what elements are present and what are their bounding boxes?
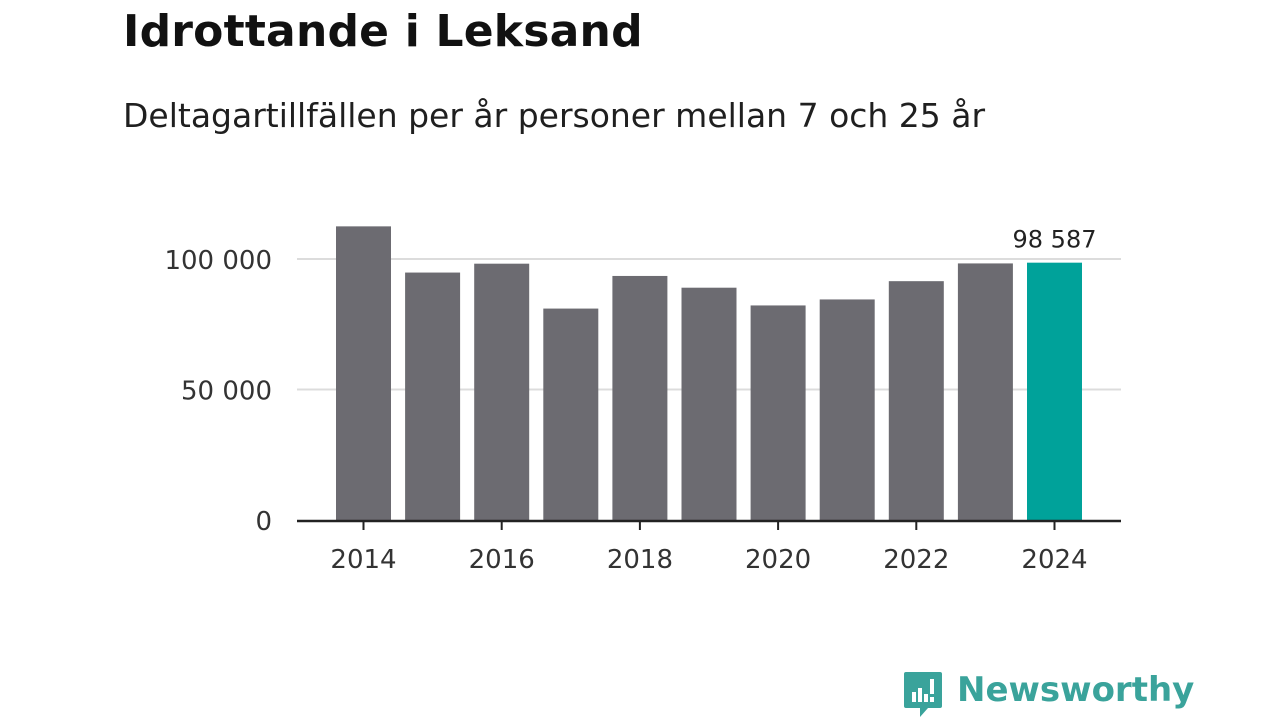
bar-2019 [681, 287, 737, 520]
chart-subtitle: Deltagartillfällen per år personer mella… [123, 96, 986, 135]
chart-title: Idrottande i Leksand [123, 6, 643, 57]
newsworthy-logo-icon [904, 672, 942, 717]
bar-2014 [336, 226, 391, 520]
x-tick-label: 2016 [469, 545, 535, 575]
bar-2020 [750, 305, 806, 520]
x-tick-label: 2024 [1021, 545, 1087, 575]
data-label-2024: 98 587 [1013, 226, 1097, 254]
x-tick-label: 2018 [607, 545, 673, 575]
y-tick-label: 50 000 [181, 376, 272, 406]
bar-2021 [819, 299, 875, 520]
x-tick-label: 2022 [883, 545, 949, 575]
bar-2017 [543, 308, 599, 520]
bar-2024 [1027, 262, 1082, 520]
y-tick-label: 0 [255, 507, 272, 537]
logo-text: Newsworthy [957, 670, 1195, 710]
y-tick-label: 100 000 [164, 246, 272, 276]
bar-2023 [957, 263, 1013, 520]
bar-2015 [405, 272, 461, 520]
bar-2018 [612, 275, 668, 520]
bar-chart: 0 50 000 100 000 98 587 2014 2016 2018 2020 2022… [164, 226, 1121, 575]
newsworthy-logo: Newsworthy [903, 670, 1194, 720]
bar-2016 [474, 263, 530, 520]
bar-2022 [888, 281, 944, 520]
x-tick-label: 2014 [330, 545, 396, 575]
x-tick-label: 2020 [745, 545, 811, 575]
